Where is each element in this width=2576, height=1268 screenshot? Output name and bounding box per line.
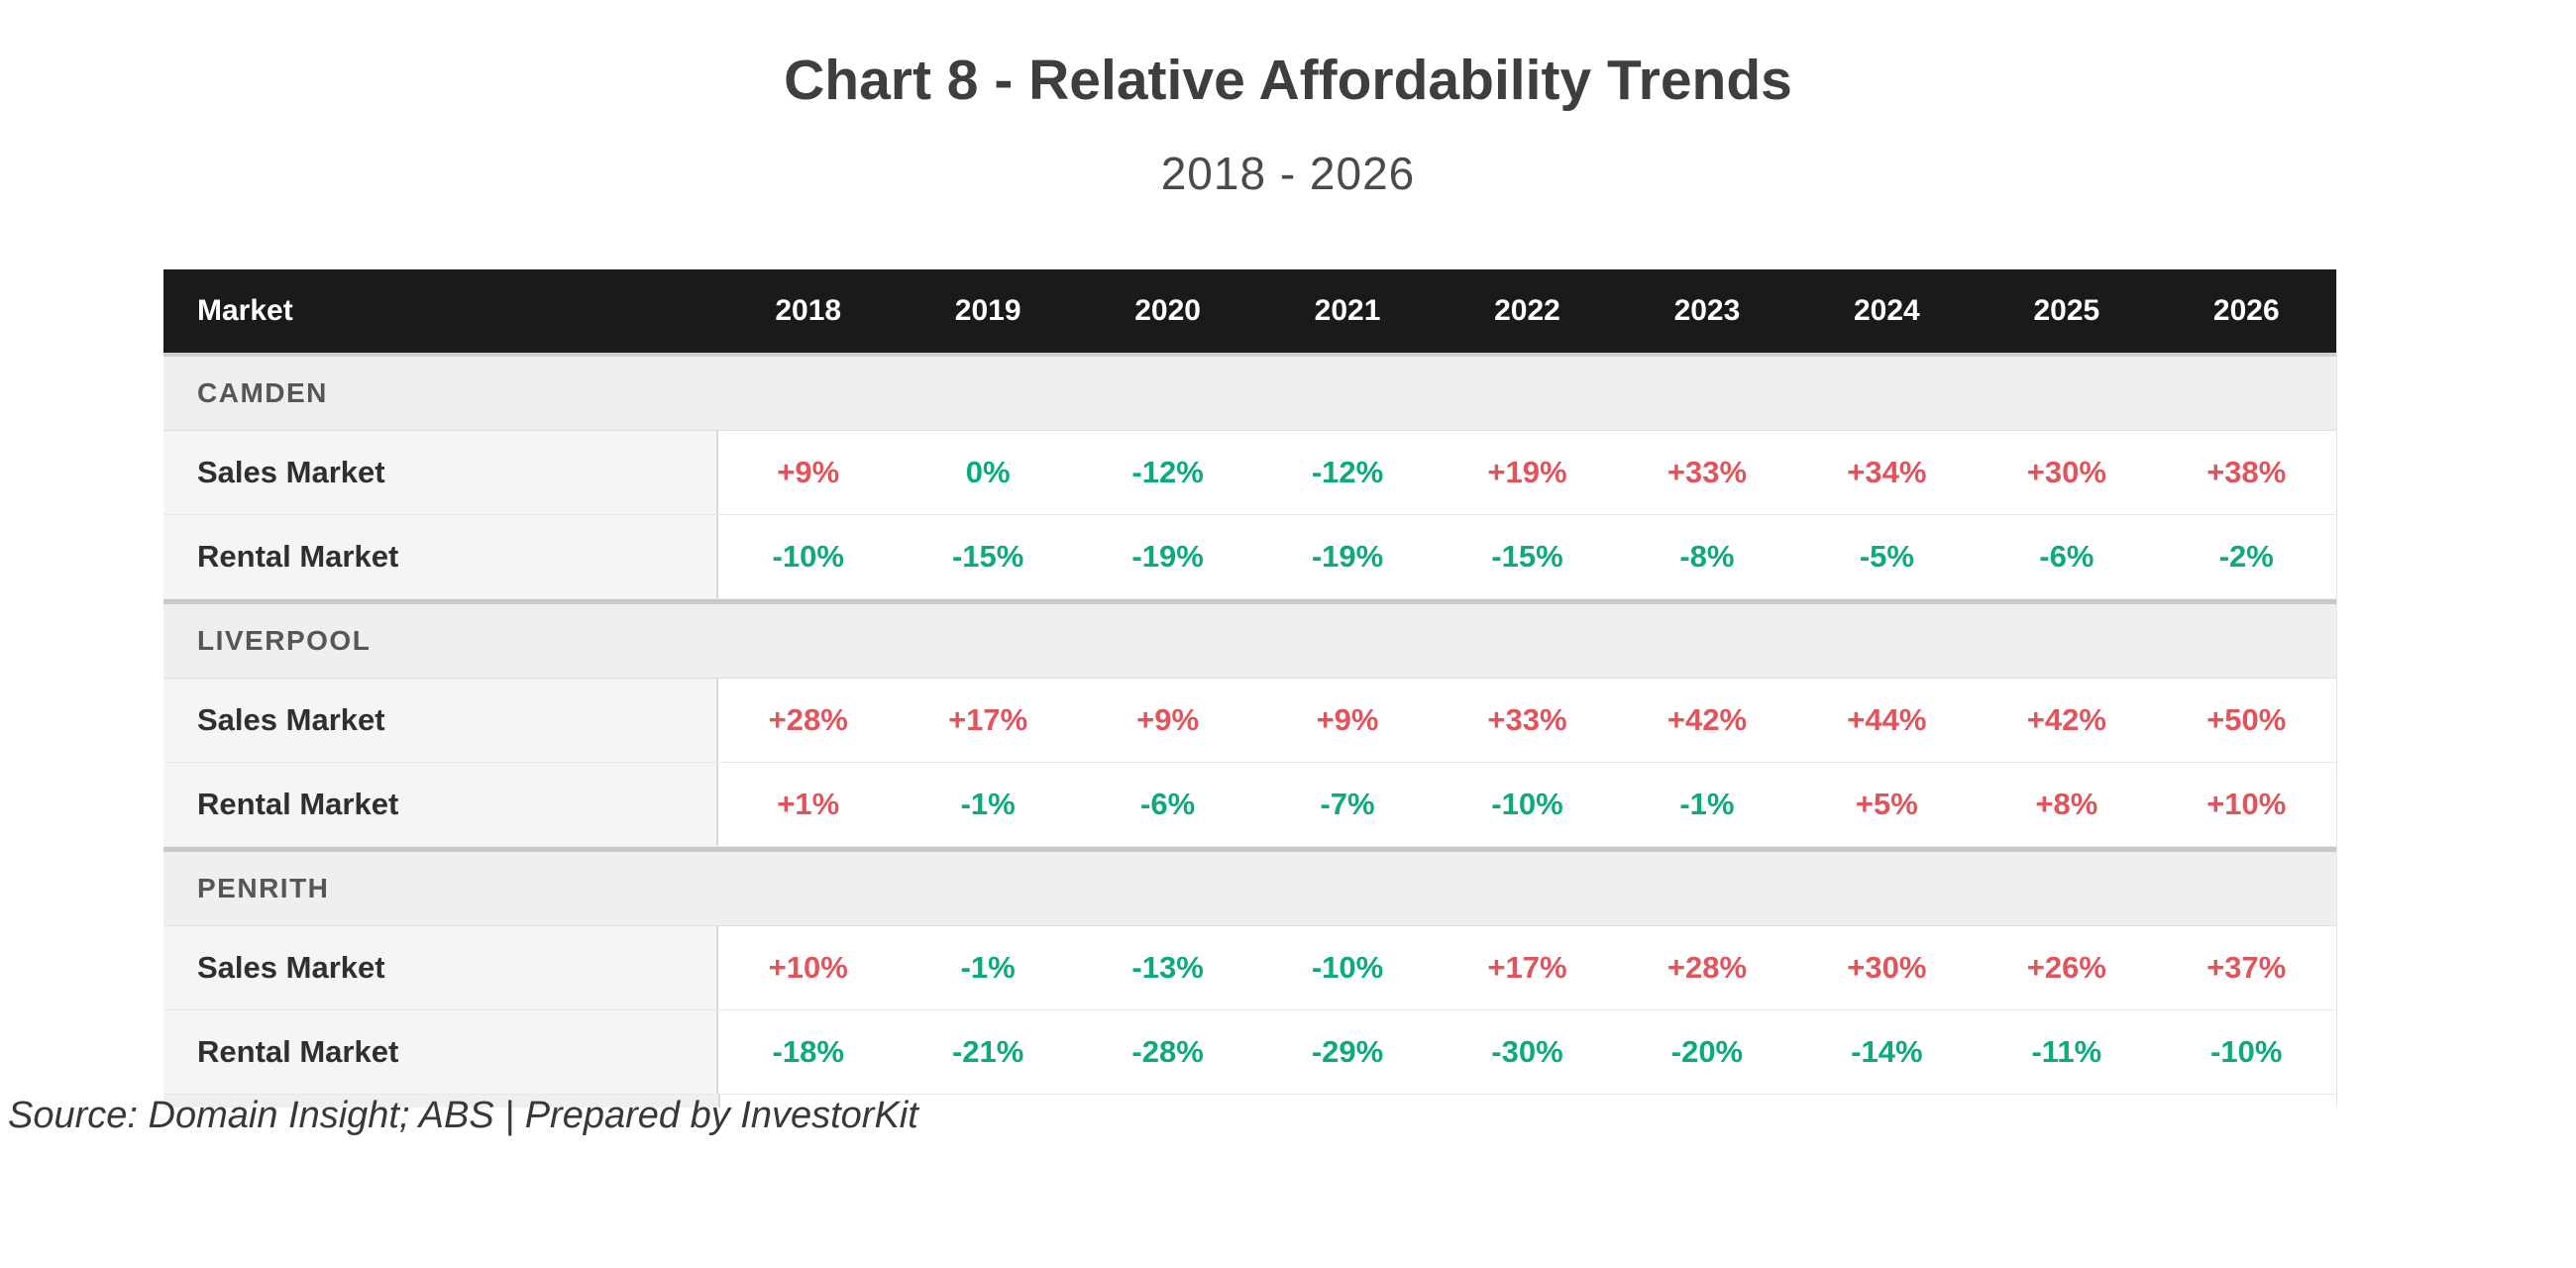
section-name: LIVERPOOL xyxy=(197,625,372,656)
value-cell: -1% xyxy=(1679,787,1735,821)
value-cell: +9% xyxy=(777,455,840,489)
section-row: CAMDEN xyxy=(163,357,2336,431)
value-cell: -19% xyxy=(1311,539,1384,574)
column-header-year: 2019 xyxy=(954,294,1021,327)
value-cell: -10% xyxy=(1491,787,1563,821)
value-cell: -15% xyxy=(951,539,1024,574)
value-cell: +34% xyxy=(1847,455,1927,489)
value-cell: -10% xyxy=(772,539,844,574)
section-row: LIVERPOOL xyxy=(163,599,2336,679)
value-cell: -13% xyxy=(1131,950,1204,985)
value-cell: +9% xyxy=(1316,702,1379,737)
column-header-year: 2018 xyxy=(775,294,842,327)
value-cell: -1% xyxy=(960,787,1016,821)
value-cell: 0% xyxy=(965,455,1011,489)
value-cell: +37% xyxy=(2206,950,2287,985)
value-cell: +28% xyxy=(768,702,848,737)
value-cell: -8% xyxy=(1679,539,1735,574)
column-header-year: 2021 xyxy=(1314,294,1381,327)
value-cell: -29% xyxy=(1311,1034,1384,1069)
row-label: Sales Market xyxy=(163,679,718,762)
value-cell: -12% xyxy=(1311,455,1384,489)
value-cell: +19% xyxy=(1487,455,1567,489)
value-cell: -15% xyxy=(1491,539,1563,574)
value-cell: -14% xyxy=(1851,1034,1923,1069)
value-cell: +10% xyxy=(2206,787,2287,821)
value-cell: -6% xyxy=(2039,539,2094,574)
source-note: Source: Domain Insight; ABS | Prepared b… xyxy=(8,1095,918,1136)
column-header-year: 2024 xyxy=(1854,294,1920,327)
section-name: PENRITH xyxy=(197,873,330,903)
column-header-year: 2025 xyxy=(2033,294,2100,327)
column-header-market: Market xyxy=(197,294,293,327)
value-cell: -18% xyxy=(772,1034,844,1069)
table-row: Rental Market -10% -15% -19% -19% -15% -8% -5% -… xyxy=(163,515,2336,599)
row-label: Sales Market xyxy=(163,431,718,514)
table-header-row: Market 2018 2019 2020 2021 2022 2023 2024 2025 20… xyxy=(163,269,2336,357)
value-cell: +38% xyxy=(2206,455,2287,489)
value-cell: -30% xyxy=(1491,1034,1563,1069)
value-cell: -21% xyxy=(951,1034,1024,1069)
value-cell: +8% xyxy=(2035,787,2098,821)
column-header-year: 2023 xyxy=(1673,294,1741,327)
table-row: Sales Market +28% +17% +9% +9% +33% +42% +44% +4… xyxy=(163,679,2336,763)
row-label: Sales Market xyxy=(163,926,718,1009)
value-cell: +28% xyxy=(1666,950,1748,985)
value-cell: +33% xyxy=(1487,702,1567,737)
value-cell: -11% xyxy=(2031,1034,2102,1069)
value-cell: +26% xyxy=(2026,950,2106,985)
value-cell: -28% xyxy=(1131,1034,1204,1069)
value-cell: +42% xyxy=(2026,702,2106,737)
chart-title: Chart 8 - Relative Affordability Trends xyxy=(784,49,1792,112)
table-row: Rental Market -18% -21% -28% -29% -30% -20% -14… xyxy=(163,1010,2336,1095)
column-header-year: 2020 xyxy=(1134,294,1201,327)
label-column-footer xyxy=(163,1095,720,1108)
column-header-year: 2022 xyxy=(1494,294,1560,327)
value-cell: +5% xyxy=(1855,787,1918,821)
section-row: PENRITH xyxy=(163,847,2336,926)
value-cell: -12% xyxy=(1131,455,1204,489)
table-row: Sales Market +10% -1% -13% -10% +17% +28% +30% +… xyxy=(163,926,2336,1010)
value-cell: +9% xyxy=(1136,702,1200,737)
value-cell: +44% xyxy=(1847,702,1927,737)
value-cell: +30% xyxy=(2026,455,2106,489)
chart-subtitle: 2018 - 2026 xyxy=(1160,148,1416,199)
section-name: CAMDEN xyxy=(197,377,328,408)
value-cell: +42% xyxy=(1666,702,1748,737)
value-cell: -10% xyxy=(1311,950,1384,985)
row-label: Rental Market xyxy=(163,763,718,846)
value-cell: -7% xyxy=(1320,787,1375,821)
row-label: Rental Market xyxy=(163,515,718,598)
value-cell: -6% xyxy=(1140,787,1196,821)
value-cell: +1% xyxy=(777,787,840,821)
value-cell: -10% xyxy=(2210,1034,2283,1069)
value-cell: -2% xyxy=(2218,539,2274,574)
affordability-table: Market 2018 2019 2020 2021 2022 2023 2024 2025 20… xyxy=(163,269,2337,1108)
value-cell: +50% xyxy=(2206,702,2287,737)
value-cell: +10% xyxy=(768,950,848,985)
value-cell: -1% xyxy=(960,950,1016,985)
value-cell: -5% xyxy=(1859,539,1914,574)
column-header-year: 2026 xyxy=(2212,294,2280,327)
table-row: Sales Market +9% 0% -12% -12% +19% +33% +34% +30… xyxy=(163,431,2336,515)
value-cell: +33% xyxy=(1666,455,1748,489)
value-cell: +30% xyxy=(1847,950,1927,985)
row-label: Rental Market xyxy=(163,1010,718,1094)
value-cell: -19% xyxy=(1131,539,1204,574)
value-cell: +17% xyxy=(1487,950,1567,985)
value-cell: -20% xyxy=(1670,1034,1744,1069)
value-cell: +17% xyxy=(948,702,1028,737)
table-row: Rental Market +1% -1% -6% -7% -10% -1% +5% +8% +1… xyxy=(163,763,2336,847)
